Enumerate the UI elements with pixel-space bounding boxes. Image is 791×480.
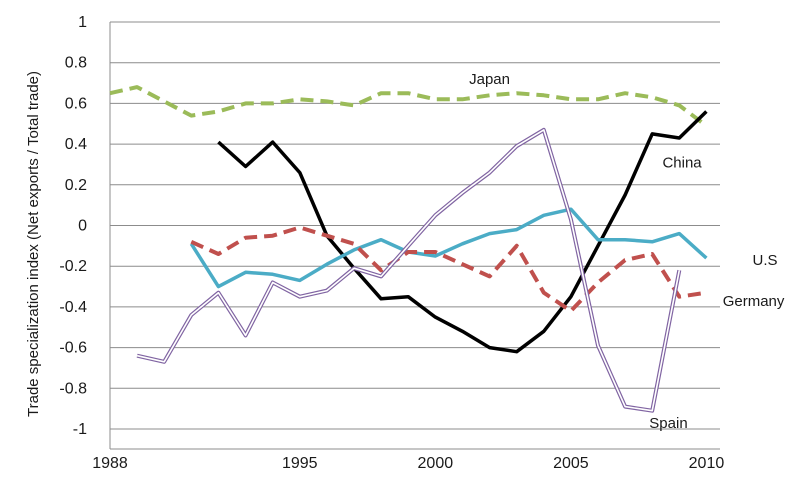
y-tick-label: 0 xyxy=(78,218,87,235)
y-tick-label: -1 xyxy=(73,421,87,438)
y-tick-label: 0.8 xyxy=(65,55,87,72)
series-line-germany xyxy=(190,225,707,313)
x-tick-label: 1995 xyxy=(282,455,318,472)
series-label-china: China xyxy=(662,154,702,171)
y-tick-label: 0.2 xyxy=(65,177,87,194)
y-tick-label: 0.4 xyxy=(65,136,87,153)
x-tick-labels: 1988 1995 2000 2005 2010 xyxy=(92,455,724,472)
y-tick-label: 1 xyxy=(78,14,87,31)
y-tick-label: -0.2 xyxy=(59,258,87,275)
x-tick-label: 2000 xyxy=(418,455,454,472)
x-tick-label: 2010 xyxy=(689,455,725,472)
x-tick-label: 2005 xyxy=(553,455,589,472)
y-axis-label: Trade specialization index (Net exports … xyxy=(25,71,42,417)
series-label-us: U.S xyxy=(753,252,778,269)
y-tick-label: -0.6 xyxy=(59,340,87,357)
series-line-china xyxy=(217,110,708,354)
series-labels: Japan China U.S Germany Spain xyxy=(469,71,785,432)
y-tick-label: -0.8 xyxy=(59,380,87,397)
y-tick-labels: 1 0.8 0.6 0.4 0.2 0 -0.2 -0.4 -0.6 -0.8 -1 xyxy=(59,14,87,438)
x-tick-label: 1988 xyxy=(92,455,128,472)
y-tick-label: 0.6 xyxy=(65,95,87,112)
series-line-us xyxy=(189,207,708,289)
series-line-spain-inner xyxy=(136,129,681,412)
series-line-spain-outer xyxy=(136,127,682,413)
series-label-japan: Japan xyxy=(469,71,510,88)
series-label-germany: Germany xyxy=(723,293,785,310)
series-label-spain: Spain xyxy=(649,415,687,432)
y-tick-label: -0.4 xyxy=(59,299,87,316)
series-line-japan xyxy=(109,85,708,128)
series-lines xyxy=(109,85,708,413)
